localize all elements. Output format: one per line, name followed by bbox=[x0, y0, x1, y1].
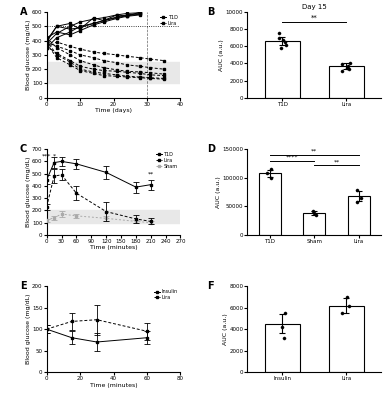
Bar bbox=[47, 210, 180, 223]
Point bbox=[279, 324, 286, 330]
Point bbox=[311, 210, 317, 216]
Point bbox=[347, 59, 354, 66]
Bar bbox=[348, 196, 370, 235]
Bar bbox=[303, 213, 326, 235]
Y-axis label: AUC (a.u.): AUC (a.u.) bbox=[223, 313, 228, 345]
Point bbox=[339, 310, 345, 316]
Text: **: ** bbox=[148, 171, 154, 176]
Text: A: A bbox=[20, 7, 27, 17]
Legend: T1D, Lira: T1D, Lira bbox=[160, 14, 178, 26]
Text: **: ** bbox=[311, 149, 317, 154]
Point bbox=[267, 166, 273, 172]
Text: **: ** bbox=[333, 159, 340, 164]
X-axis label: Time (days): Time (days) bbox=[95, 108, 132, 113]
Y-axis label: AUC (a.u.): AUC (a.u.) bbox=[219, 39, 224, 71]
Bar bbox=[259, 173, 281, 235]
Y-axis label: AUC (a.u.): AUC (a.u.) bbox=[216, 176, 221, 208]
Text: **: ** bbox=[311, 15, 318, 21]
Point bbox=[345, 63, 351, 69]
Y-axis label: Blood glucose (mg/dL): Blood glucose (mg/dL) bbox=[26, 157, 31, 227]
Point bbox=[343, 294, 350, 300]
Text: E: E bbox=[20, 281, 26, 291]
Text: B: B bbox=[207, 7, 215, 17]
Legend: T1D, Lira, Sham: T1D, Lira, Sham bbox=[156, 152, 178, 169]
X-axis label: Time (minutes): Time (minutes) bbox=[90, 246, 137, 250]
Point bbox=[276, 30, 282, 37]
Point bbox=[264, 170, 270, 176]
Point bbox=[281, 39, 287, 45]
Point bbox=[268, 174, 275, 181]
Point bbox=[354, 187, 360, 194]
Point bbox=[339, 61, 345, 68]
Point bbox=[346, 66, 352, 73]
Bar bbox=[47, 62, 180, 84]
Point bbox=[282, 310, 289, 316]
Point bbox=[339, 68, 345, 74]
Text: *: * bbox=[53, 154, 56, 159]
Text: C: C bbox=[20, 144, 27, 154]
Bar bbox=[329, 306, 364, 372]
Point bbox=[276, 34, 282, 41]
Bar bbox=[265, 324, 300, 372]
Text: ***: *** bbox=[42, 154, 51, 159]
Point bbox=[310, 208, 316, 214]
Bar bbox=[265, 41, 300, 98]
Point bbox=[354, 198, 360, 205]
Point bbox=[344, 64, 350, 71]
Y-axis label: Blood glucose (mg/dL): Blood glucose (mg/dL) bbox=[26, 294, 31, 364]
Legend: Insulin, Lira: Insulin, Lira bbox=[154, 289, 178, 300]
Point bbox=[280, 37, 286, 44]
Point bbox=[283, 41, 289, 48]
Point bbox=[281, 334, 287, 341]
Text: D: D bbox=[207, 144, 215, 154]
Text: F: F bbox=[207, 281, 214, 291]
Text: ****: **** bbox=[286, 155, 298, 160]
X-axis label: Time (minutes): Time (minutes) bbox=[90, 382, 137, 388]
Bar bbox=[329, 66, 364, 98]
Title: Day 15: Day 15 bbox=[302, 4, 327, 10]
Point bbox=[278, 45, 284, 51]
Point bbox=[346, 302, 352, 309]
Point bbox=[357, 194, 364, 201]
Y-axis label: Blood glucose (mg/dL): Blood glucose (mg/dL) bbox=[26, 20, 31, 90]
Point bbox=[313, 212, 319, 219]
